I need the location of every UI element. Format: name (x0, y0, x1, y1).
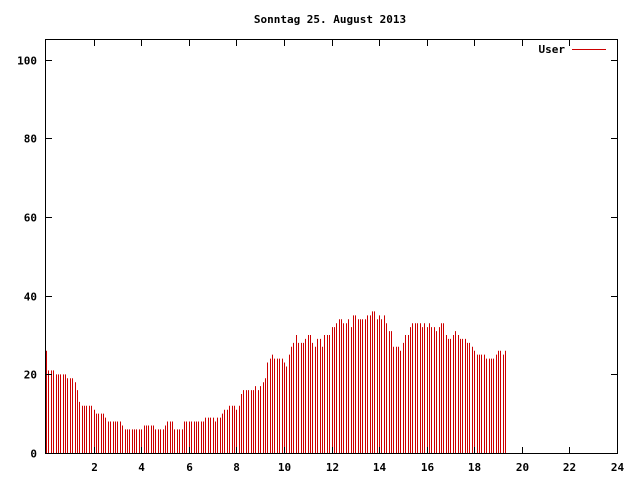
x-tick-label: 16 (421, 461, 435, 474)
x-tick-label: 6 (186, 461, 193, 474)
legend: User (539, 43, 606, 56)
y-tick-label: 20 (24, 369, 37, 382)
x-tick-label: 12 (326, 461, 339, 474)
x-tick-label: 24 (611, 461, 625, 474)
bar-series (46, 311, 506, 453)
x-tick-label: 2 (91, 461, 98, 474)
axis-ticks (46, 40, 618, 454)
plot-border (45, 39, 618, 454)
y-axis-tick-labels: 0 20 40 60 80 100 (17, 55, 37, 461)
legend-label: User (539, 43, 566, 56)
y-tick-label: 40 (24, 291, 37, 304)
chart-title: Sonntag 25. August 2013 (254, 13, 406, 26)
x-tick-label: 4 (138, 461, 145, 474)
x-tick-label: 8 (233, 461, 240, 474)
x-tick-label: 22 (563, 461, 576, 474)
x-tick-label: 14 (373, 461, 387, 474)
x-axis-tick-labels: 2 4 6 8 10 12 14 16 18 20 22 24 (91, 461, 624, 474)
x-tick-label: 18 (468, 461, 481, 474)
y-tick-label: 80 (24, 133, 37, 146)
x-tick-label: 20 (516, 461, 529, 474)
y-tick-label: 60 (24, 212, 37, 225)
y-tick-label: 100 (17, 55, 37, 68)
y-tick-label: 0 (30, 448, 37, 461)
x-tick-label: 10 (278, 461, 291, 474)
